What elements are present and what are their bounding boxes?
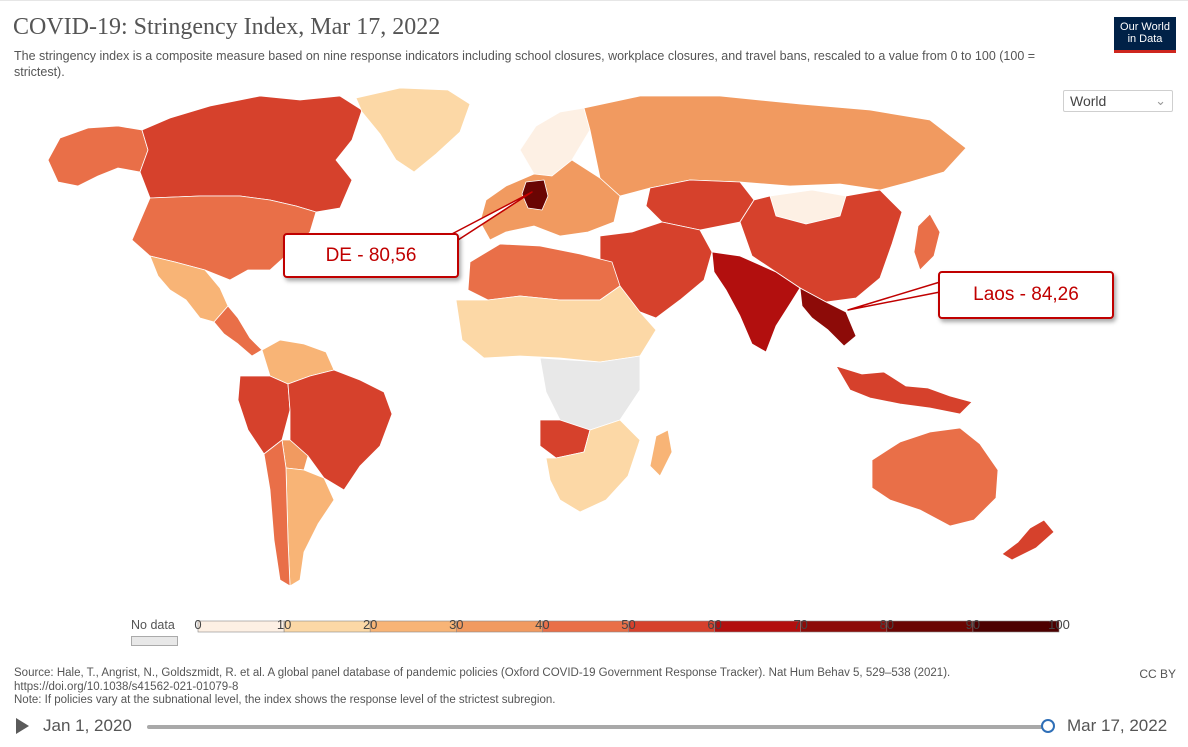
legend-color-bar xyxy=(197,620,1060,633)
region-japan[interactable] xyxy=(913,213,941,271)
chevron-down-icon: ⌄ xyxy=(1155,93,1166,108)
timeline-slider[interactable] xyxy=(147,725,1049,729)
legend-no-data-label: No data xyxy=(131,618,175,632)
legend-bin[interactable] xyxy=(197,620,285,633)
source-note: Source: Hale, T., Angrist, N., Goldszmid… xyxy=(14,667,1074,708)
legend-tick-label: 20 xyxy=(362,617,378,632)
region-southern-africa[interactable] xyxy=(545,419,641,513)
legend-tick-label: 30 xyxy=(449,617,464,632)
region-madagascar[interactable] xyxy=(649,429,673,477)
legend-tick-label: 80 xyxy=(879,617,895,632)
legend-tick-label: 10 xyxy=(276,617,292,632)
source-text: Source: Hale, T., Angrist, N., Goldszmid… xyxy=(14,667,951,693)
region-europe[interactable] xyxy=(479,159,621,241)
timeline-start-date: Jan 1, 2020 xyxy=(43,716,132,735)
region-germany[interactable] xyxy=(521,179,549,211)
region-select-value: World xyxy=(1070,93,1107,109)
play-icon[interactable] xyxy=(16,718,29,734)
region-indonesia[interactable] xyxy=(835,365,973,415)
region-laos-myanmar[interactable] xyxy=(799,287,857,347)
region-russia[interactable] xyxy=(583,95,967,197)
region-argentina[interactable] xyxy=(285,467,335,587)
legend-bin[interactable] xyxy=(628,620,715,633)
legend-bin[interactable] xyxy=(714,620,801,633)
region-central-america[interactable] xyxy=(213,305,263,357)
region-north-africa[interactable] xyxy=(467,243,621,301)
legend-bin[interactable] xyxy=(283,620,371,633)
note-text: Note: If policies vary at the subnationa… xyxy=(14,694,556,706)
annotation-de: DE - 80,56 xyxy=(283,233,459,278)
owid-logo[interactable]: Our World in Data xyxy=(1114,17,1176,53)
legend-bin[interactable] xyxy=(886,620,974,633)
legend-tick-label: 40 xyxy=(535,617,550,632)
region-new-zealand[interactable] xyxy=(1001,519,1055,561)
region-alaska[interactable] xyxy=(47,125,149,187)
legend-bin[interactable] xyxy=(972,620,1060,633)
annotation-laos: Laos - 84,26 xyxy=(938,271,1114,319)
chart-title: COVID-19: Stringency Index, Mar 17, 2022 xyxy=(13,14,441,40)
chart-subtitle: The stringency index is a composite meas… xyxy=(14,49,1036,79)
legend-bin[interactable] xyxy=(369,620,457,633)
logo-line-1: Our World xyxy=(1120,21,1170,33)
logo-line-2: in Data xyxy=(1127,33,1163,45)
legend-tick-label: 100 xyxy=(1048,617,1070,632)
region-australia[interactable] xyxy=(871,427,999,527)
legend-tick-label: 0 xyxy=(194,617,202,632)
region-select[interactable]: World ⌄ xyxy=(1063,90,1173,112)
region-india[interactable] xyxy=(711,251,801,353)
legend-bin[interactable] xyxy=(800,620,888,633)
region-chile[interactable] xyxy=(263,439,291,587)
legend-no-data-swatch[interactable] xyxy=(131,636,178,646)
timeline-handle[interactable] xyxy=(1041,719,1055,733)
top-border xyxy=(0,0,1188,1)
legend-bin[interactable] xyxy=(455,620,543,633)
legend-bin[interactable] xyxy=(542,620,629,633)
license-link[interactable]: CC BY xyxy=(1139,667,1176,681)
legend-tick-label: 90 xyxy=(965,617,981,632)
timeline-end-date: Mar 17, 2022 xyxy=(1067,716,1168,735)
region-sahel[interactable] xyxy=(455,285,657,363)
legend-tick-label: 60 xyxy=(707,617,722,632)
region-central-africa[interactable] xyxy=(539,355,641,431)
region-canada[interactable] xyxy=(139,95,363,213)
region-greenland[interactable] xyxy=(355,87,471,173)
legend-tick-label: 70 xyxy=(793,617,808,632)
legend-tick-label: 50 xyxy=(621,617,636,632)
